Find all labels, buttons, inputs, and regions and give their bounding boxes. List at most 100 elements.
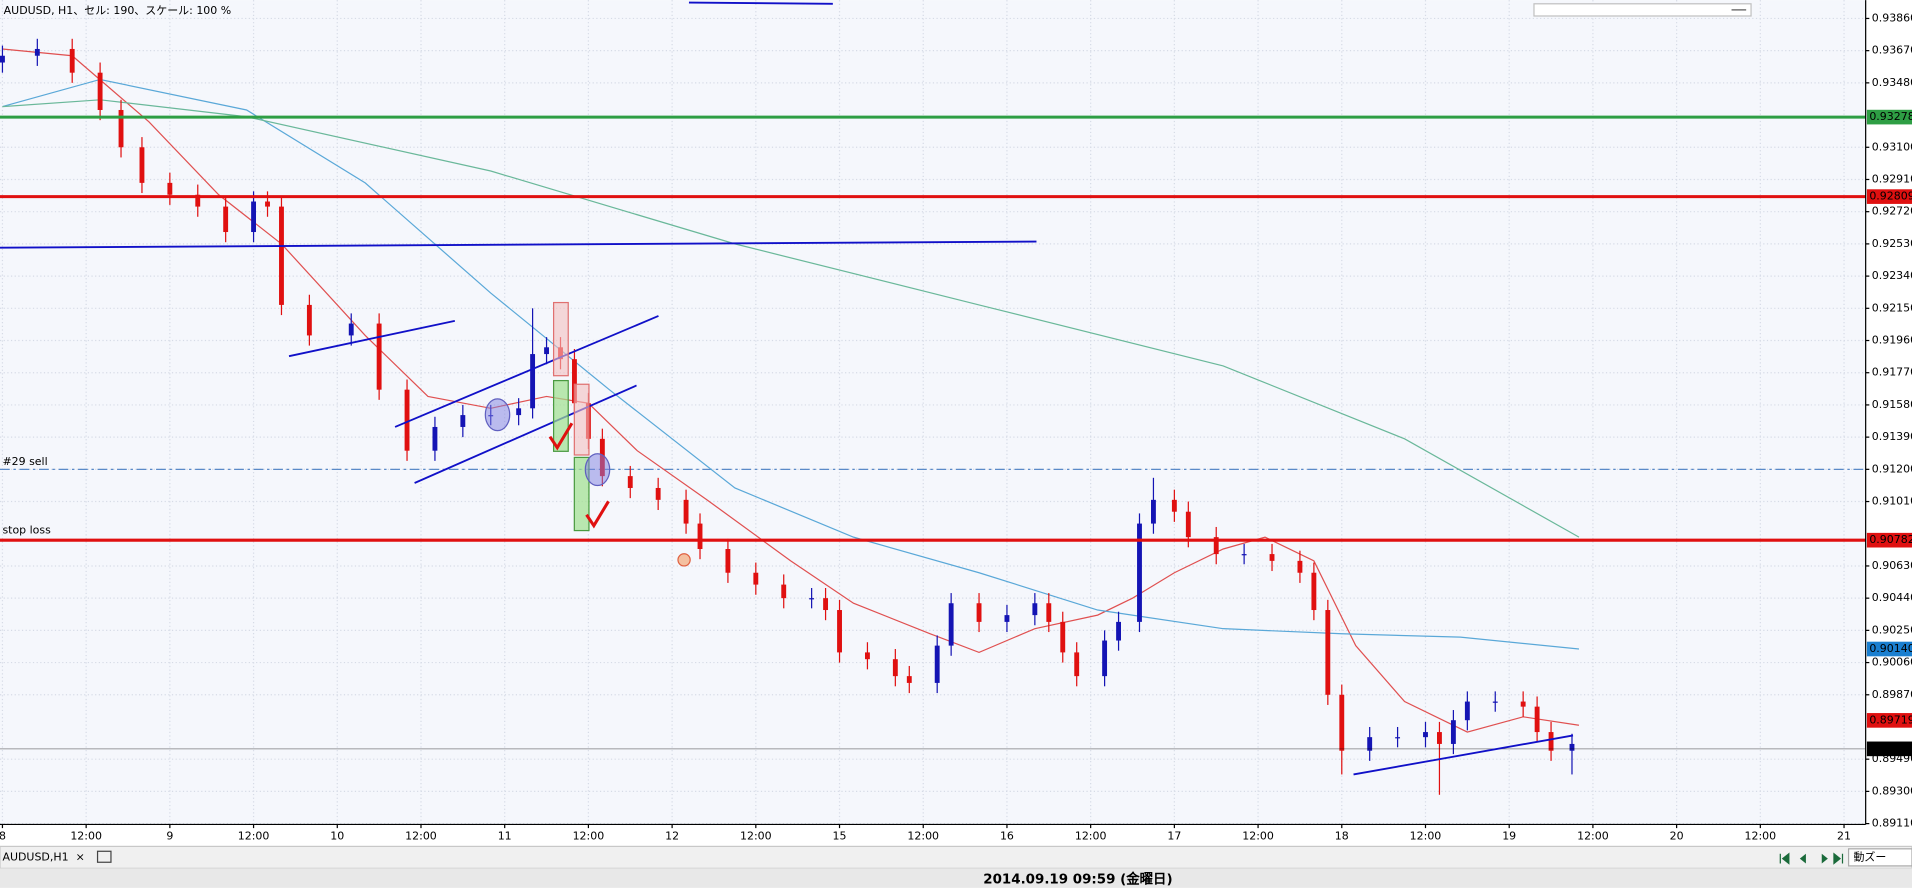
candle-body [167, 182, 173, 195]
tab-close[interactable]: × [76, 850, 85, 863]
candle-body [1213, 537, 1219, 555]
status-time: 2014.09.19 09:59 (金曜日) [983, 870, 1172, 887]
candle-body [376, 323, 382, 390]
candle-body [906, 676, 912, 683]
candle-body [97, 72, 103, 110]
x-tick-label: 12 [665, 830, 679, 843]
scroll-box [1533, 3, 1752, 17]
candle-body [976, 603, 982, 622]
candle-body [1464, 701, 1470, 721]
candle-body [460, 415, 466, 427]
candle-body [837, 610, 842, 653]
candle-body [934, 645, 940, 683]
price-label: 0.90140 [1869, 642, 1912, 655]
circle-marker [484, 398, 511, 432]
tab-icon[interactable] [96, 850, 112, 863]
x-tick-label: 18 [1335, 830, 1349, 843]
candle-body [265, 201, 270, 207]
candle-body [1569, 743, 1575, 751]
candle-body [1074, 652, 1080, 677]
x-tick-label: 12:00 [1577, 830, 1609, 843]
price-label: 0.93278 [1869, 110, 1912, 123]
candle-body [1269, 554, 1275, 561]
x-tick-label: 12:00 [405, 830, 437, 843]
candle-body [544, 347, 549, 355]
candle-body [251, 201, 257, 233]
candle-body [864, 652, 870, 660]
candle-body [348, 323, 354, 336]
nav-next[interactable] [1821, 853, 1828, 864]
candle-body [139, 147, 145, 183]
candle-body [572, 359, 577, 404]
candle-body [306, 304, 312, 336]
trendline [0, 240, 1037, 249]
annotation: stop loss [2, 523, 51, 536]
x-tick-label: 12:00 [1410, 830, 1442, 843]
status-bar [0, 868, 1912, 888]
trendline [1353, 734, 1574, 776]
annotation: #29 sell [2, 455, 47, 468]
price-label-box [1866, 189, 1912, 204]
candle-body [432, 426, 438, 451]
trendline [288, 319, 456, 358]
nav-last[interactable] [1833, 852, 1844, 865]
x-tick-label: 21 [1837, 830, 1851, 843]
x-tick-label: 16 [1000, 830, 1014, 843]
nav-prev[interactable] [1799, 853, 1806, 864]
candle-body [1060, 621, 1066, 653]
candle-body [1151, 499, 1156, 524]
candle-body [823, 598, 829, 611]
candle-body [1171, 499, 1177, 512]
trendline [688, 1, 833, 5]
candle-body [404, 389, 410, 451]
candle-body [1450, 720, 1456, 744]
x-tick-label: 12:00 [907, 830, 939, 843]
drawings [0, 1, 1574, 776]
candle-body [753, 572, 759, 585]
zone [573, 456, 590, 532]
x-tick-label: 12:00 [238, 830, 270, 843]
tab[interactable]: AUDUSD,H1 [2, 850, 68, 863]
candle-body [1046, 603, 1052, 622]
zoom-button-label[interactable]: 動ズー [1853, 849, 1886, 863]
x-tick-label: 12:00 [70, 830, 102, 843]
x-tick-label: 9 [166, 830, 173, 843]
candle-body [0, 55, 5, 63]
moving-average [2, 48, 1580, 733]
check-mark [585, 500, 610, 529]
x-tick-label: 19 [1502, 830, 1516, 843]
candle-body [69, 48, 75, 73]
x-tick-label: 12:00 [1745, 830, 1777, 843]
zone [573, 383, 590, 456]
nav-first[interactable] [1779, 852, 1790, 865]
zoom-button[interactable] [1847, 848, 1912, 867]
price-label-box [1866, 641, 1912, 657]
price-label: 0.92809 [1869, 190, 1912, 203]
highlights [484, 301, 691, 567]
candle-body [1297, 560, 1303, 573]
candle-body [118, 109, 124, 148]
candle-body [1102, 640, 1108, 677]
price-label: 0.89551 [1869, 742, 1912, 755]
candle-body [655, 487, 661, 500]
candle-body [948, 603, 954, 646]
price-label-box [1866, 109, 1912, 125]
candle-body [1311, 572, 1317, 611]
tab-bar [0, 845, 1912, 869]
candle-body [1004, 615, 1010, 622]
x-tick-label: 12:00 [1242, 830, 1274, 843]
candle-body [279, 206, 284, 305]
candle-body [697, 523, 703, 550]
